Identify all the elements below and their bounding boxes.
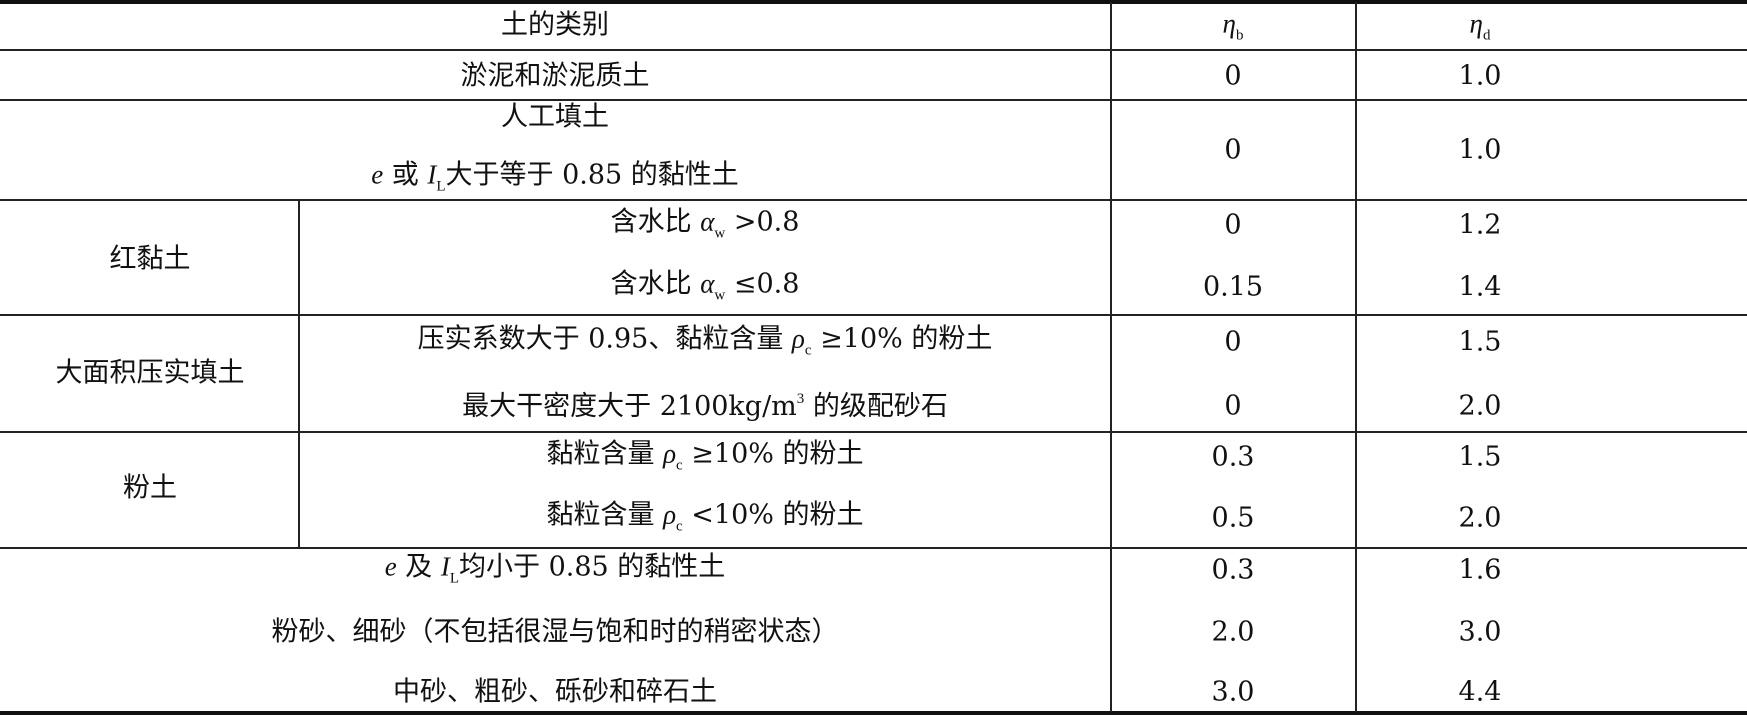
header-soil-category: 土的类别 (501, 12, 609, 39)
table-top-rule (0, 0, 1747, 4)
text-segment: 均小于 0.85 的黏性土 (459, 551, 726, 583)
eta-d-value: 1.0 (1458, 60, 1502, 92)
eta-d-value: 1.4 (1458, 271, 1502, 303)
eta-b-value: 0 (1224, 60, 1242, 92)
eta-d-value: 1.2 (1458, 209, 1502, 241)
math-symbol: e (384, 551, 397, 582)
eta-d-value: 1.5 (1458, 441, 1502, 473)
eta-d-value: 1.0 (1458, 134, 1502, 166)
subscript: c (676, 518, 683, 535)
eta-b-value: 0 (1224, 390, 1242, 422)
subscript: c (676, 457, 683, 474)
column-divider (1110, 2, 1112, 712)
text-segment: 黏粒含量 (546, 438, 664, 470)
math-symbol: η (1469, 8, 1483, 39)
subscript: c (804, 342, 812, 359)
math-symbol: ρ (663, 499, 677, 530)
soil-subtype-label: 含水比 αw ≤0.8 (610, 268, 800, 304)
soil-group-label: 粉土 (123, 472, 177, 504)
eta-b-value: 0.5 (1211, 502, 1255, 534)
row-divider (0, 547, 1747, 549)
eta-b-value: 3.0 (1211, 676, 1255, 708)
text-segment: 大于等于 0.85 的黏性土 (445, 159, 739, 191)
soil-type-label: e 及 IL均小于 0.85 的黏性土 (384, 551, 726, 587)
soil-group-label: 红黏土 (109, 243, 191, 275)
table-bottom-rule (0, 711, 1747, 715)
text-segment: 或 (383, 159, 428, 191)
soil-type-label: 人工填土 (501, 104, 609, 131)
soil-group-label: 大面积压实填土 (55, 357, 245, 389)
text-segment: 含水比 (610, 206, 701, 238)
math-symbol: α (700, 268, 715, 299)
soil-subtype-label: 最大干密度大于 2100kg/m3 的级配砂石 (462, 391, 948, 422)
eta-d-value: 4.4 (1458, 676, 1502, 708)
eta-d-value: 1.6 (1458, 554, 1502, 586)
eta-b-value: 0.15 (1202, 271, 1264, 303)
text-segment: 及 (396, 551, 441, 583)
soil-type-label: 淤泥和淤泥质土 (461, 63, 650, 90)
text-segment: 人工填土 (501, 101, 609, 133)
row-divider (0, 431, 1747, 433)
text-segment: 粉砂、细砂（不包括很湿与饱和时的稍密状态） (271, 616, 839, 648)
eta-b-value: 0.3 (1211, 554, 1255, 586)
soil-type-label: 中砂、粗砂、砾砂和碎石土 (393, 679, 717, 706)
subscript: w (714, 287, 726, 304)
eta-d-value: 2.0 (1458, 390, 1502, 422)
header-eta-d: ηd (1469, 8, 1491, 44)
text-segment: 黏粒含量 (546, 499, 664, 531)
header-divider (0, 49, 1747, 51)
header-eta-b: ηb (1222, 8, 1244, 44)
text-segment: 的级配砂石 (804, 391, 948, 422)
text-segment: ≤0.8 (725, 268, 800, 300)
text-segment: 淤泥和淤泥质土 (460, 60, 650, 92)
subscript: L (449, 570, 460, 587)
row-divider (0, 199, 1747, 201)
subscript: b (1235, 27, 1244, 44)
math-symbol: I (440, 551, 450, 582)
eta-b-value: 0 (1224, 326, 1242, 358)
text-segment: >0.8 (725, 206, 800, 238)
soil-subtype-label: 压实系数大于 0.95、黏粒含量 ρc ≥10% 的粉土 (417, 323, 993, 359)
subscript: L (436, 178, 446, 195)
text-segment: 最大干密度大于 2100kg/m (462, 391, 797, 422)
text-segment: <10% 的粉土 (682, 499, 864, 531)
text-segment: ≥10% 的粉土 (682, 438, 864, 470)
eta-b-value: 0 (1224, 134, 1242, 166)
subscript: w (714, 225, 726, 242)
text-segment: 压实系数大于 0.95、黏粒含量 (417, 323, 792, 355)
soil-type-label: 粉砂、细砂（不包括很湿与饱和时的稍密状态） (272, 619, 839, 646)
eta-d-value: 1.5 (1458, 326, 1502, 358)
row-divider (0, 99, 1747, 101)
math-symbol: α (700, 206, 715, 237)
math-symbol: ρ (663, 438, 677, 469)
math-symbol: I (427, 159, 437, 190)
subscript: d (1482, 27, 1491, 44)
math-symbol: ρ (791, 323, 805, 354)
eta-b-value: 0 (1224, 209, 1242, 241)
eta-b-value: 2.0 (1211, 616, 1255, 648)
eta-d-value: 3.0 (1458, 616, 1502, 648)
text-segment: 土的类别 (501, 9, 609, 41)
subcolumn-divider (298, 200, 300, 548)
math-symbol: η (1222, 8, 1236, 39)
soil-subtype-label: 黏粒含量 ρc <10% 的粉土 (546, 499, 864, 535)
text-segment: 含水比 (610, 268, 701, 300)
soil-type-label: e 或 IL大于等于 0.85 的黏性土 (371, 159, 739, 195)
text-segment: ≥10% 的粉土 (811, 323, 993, 355)
math-symbol: e (371, 159, 384, 190)
text-segment: 中砂、粗砂、砾砂和碎石土 (393, 676, 717, 708)
row-divider (0, 314, 1747, 316)
soil-subtype-label: 含水比 αw >0.8 (610, 206, 800, 242)
eta-d-value: 2.0 (1458, 502, 1502, 534)
soil-subtype-label: 黏粒含量 ρc ≥10% 的粉土 (546, 438, 864, 474)
column-divider (1355, 2, 1357, 712)
superscript: 3 (796, 391, 805, 407)
eta-b-value: 0.3 (1211, 441, 1255, 473)
